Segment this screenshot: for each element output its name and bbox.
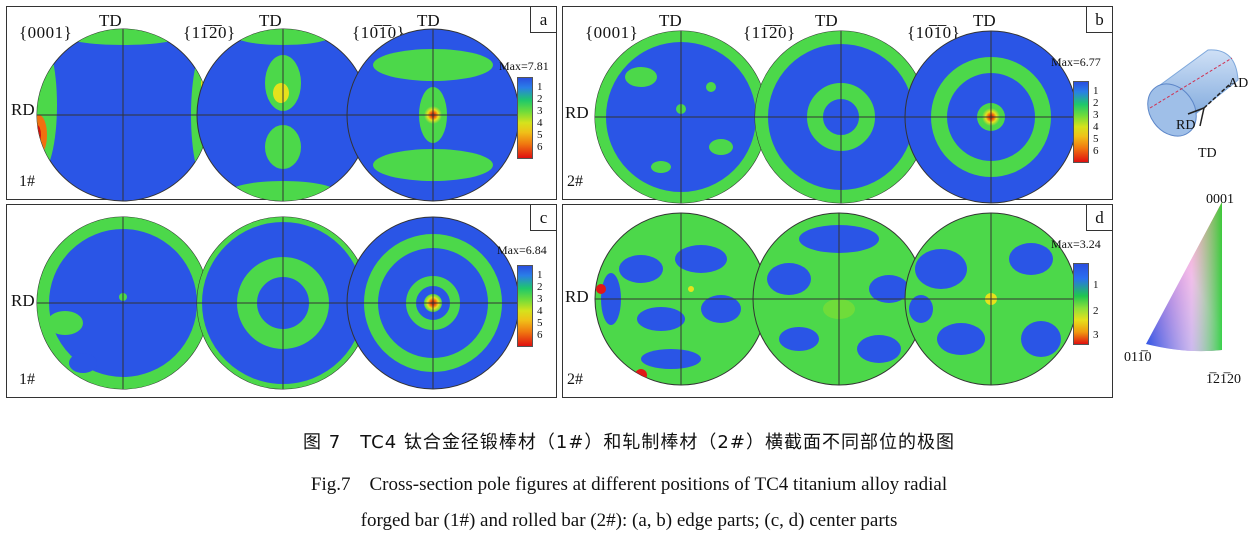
ipf-label-0001: 0001 [1206,192,1234,207]
rd-label: RD [565,103,589,122]
rd-label: RD [11,291,35,310]
bar-axes-diagram [1147,49,1239,137]
scale-tick: 6 [537,329,543,341]
max-label: Max=3.24 [1051,237,1101,251]
panel-b: b {0001} {11̅2̅0} {10̅1̅0} TD TD TD RD [562,6,1113,204]
pole-figure-a-0001 [36,28,210,202]
ipf-label-01-10: 011̅0 [1124,350,1152,365]
scale-tick: 3 [1093,329,1099,341]
td-label: TD [1198,146,1217,161]
panel-a: a {0001} {11̅2̅0} {10̅1̅0} TD TD TD RD [6,6,557,202]
scale-tick: 1 [537,269,543,281]
scale-tick: 4 [537,117,543,129]
pole-figure-c-11-20 [196,216,370,390]
scale-tick: 3 [1093,109,1099,121]
td-label: TD [659,11,682,30]
scale-tick: 6 [1093,145,1099,157]
pole-label-11-20: {11̅2̅0} [183,23,236,42]
color-scale-bar [517,77,533,159]
pole-figure-d-0001 [594,212,768,386]
figure-caption-english-line2: forged bar (1#) and rolled bar (2#): (a,… [360,510,898,531]
sample-label: 1# [19,371,35,388]
color-scale-bar [1073,81,1089,163]
color-scale-bar [517,265,533,347]
pole-figure-d-11-20 [752,212,926,386]
td-label: TD [973,11,996,30]
scale-tick: 5 [537,129,543,141]
scale-tick: 5 [537,317,543,329]
panel-letter: a [530,7,556,33]
td-label: TD [815,11,838,30]
pole-figure-c-10-10 [346,216,520,390]
figure-caption-english-line1: Fig.7 Cross-section pole figures at diff… [310,474,948,495]
pole-label-10-10: {10̅1̅0} [352,23,406,42]
pole-figure-b-10-10 [904,30,1078,204]
scale-tick: 3 [537,293,543,305]
scale-tick: 4 [1093,121,1099,133]
scale-tick: 3 [537,105,543,117]
scale-tick: 2 [537,281,543,293]
scale-tick: 1 [1093,85,1099,97]
rd-label: RD [1176,118,1196,133]
panel-letter: b [1086,7,1112,33]
scale-tick: 2 [1093,305,1099,317]
panel-c: c RD [6,204,557,398]
scale-tick: 6 [537,141,543,153]
td-label: TD [417,11,440,30]
max-label: Max=7.81 [499,59,549,73]
scale-tick: 4 [537,305,543,317]
rd-label: RD [565,287,589,306]
pole-figure-a-10-10 [346,28,520,202]
scale-tick: 1 [537,81,543,93]
pole-figure-d-10-10 [904,212,1078,386]
scale-tick: 1 [1093,279,1099,291]
color-scale-bar [1073,263,1089,345]
pole-label-0001: {0001} [585,23,639,42]
sample-label: 1# [19,173,35,190]
pole-label-10-10: {10̅1̅0} [907,23,961,42]
pole-label-11-20: {11̅2̅0} [743,23,796,42]
pole-figure-b-0001 [594,30,768,204]
max-label: Max=6.84 [497,243,547,257]
scale-tick: 2 [1093,97,1099,109]
panel-letter: d [1086,205,1112,231]
panel-d: d RD [562,204,1113,398]
sample-label: 2# [567,371,583,388]
figure-caption-chinese: 图 7 TC4 钛合金径锻棒材（1#）和轧制棒材（2#）横截面不同部位的极图 [303,432,955,453]
td-label: TD [99,11,122,30]
panel-letter: c [530,205,556,231]
max-label: Max=6.77 [1051,55,1101,69]
ad-label: AD [1228,76,1249,91]
td-label: TD [259,11,282,30]
rd-label: RD [11,100,35,119]
sample-label: 2# [567,173,583,190]
scale-tick: 5 [1093,133,1099,145]
scale-tick: 2 [537,93,543,105]
ipf-label-12-10: 1̅21̅20 [1206,372,1241,387]
pole-figure-c-0001 [36,216,210,390]
pole-label-0001: {0001} [19,23,73,42]
ipf-color-triangle [1146,202,1222,352]
